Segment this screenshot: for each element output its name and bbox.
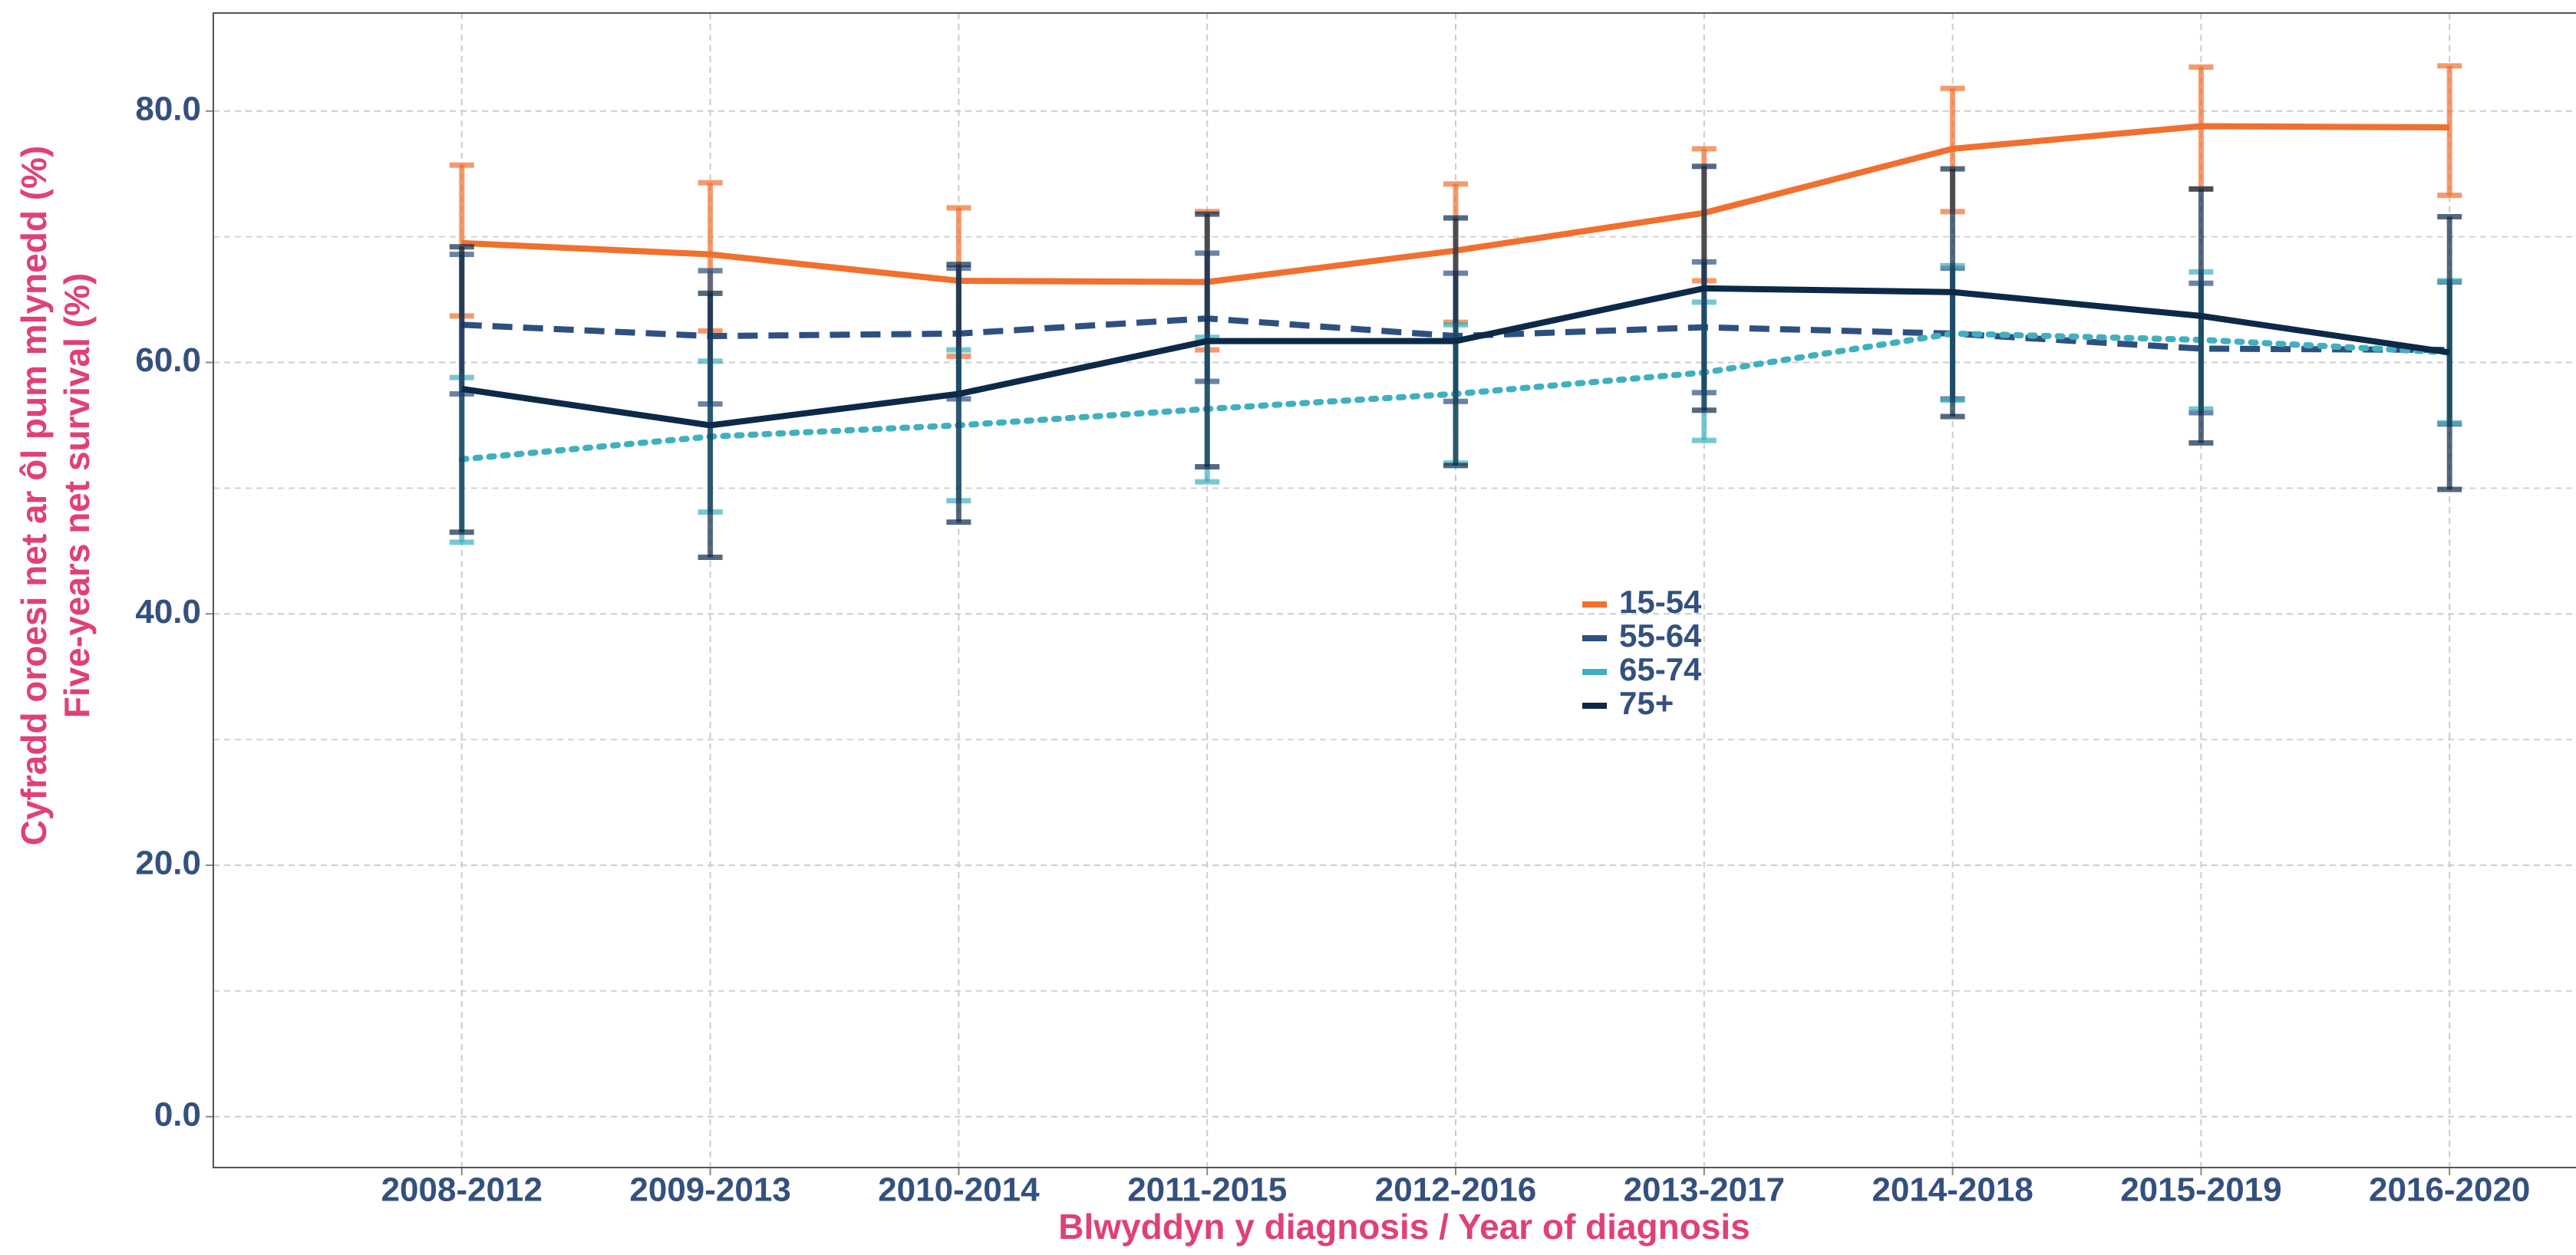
x-axis-title: Blwyddyn y diagnosis / Year of diagnosis <box>1058 1207 1750 1247</box>
x-tick-label: 2016-2020 <box>2369 1171 2530 1209</box>
x-tick-label: 2015-2019 <box>2120 1171 2281 1209</box>
x-tick-label: 2008-2012 <box>381 1171 543 1209</box>
x-tick-label: 2013-2017 <box>1624 1171 1785 1209</box>
legend-label: 15-54 <box>1619 584 1702 620</box>
x-tick-label: 2010-2014 <box>878 1171 1040 1209</box>
x-tick-label: 2009-2013 <box>629 1171 790 1209</box>
plot-frame <box>213 12 2576 1168</box>
y-tick-label: 80.0 <box>135 90 201 127</box>
legend-label: 55-64 <box>1619 618 1702 654</box>
y-tick-label: 20.0 <box>135 845 201 882</box>
legend-label: 65-74 <box>1619 651 1702 687</box>
series-line <box>461 285 2450 429</box>
x-tick-label: 2012-2016 <box>1375 1171 1536 1209</box>
y-tick-label: 60.0 <box>135 341 201 379</box>
y-tick-label: 40.0 <box>135 593 201 631</box>
x-tick-label: 2011-2015 <box>1127 1171 1287 1209</box>
y-axis-title: Five-years net survival (%) <box>57 273 97 718</box>
x-tick-label: 2014-2018 <box>1872 1171 2033 1209</box>
y-axis-title: Cyfradd oroesi net ar ôl pum mlynedd (%) <box>14 146 54 845</box>
y-tick-label: 0.0 <box>154 1095 201 1133</box>
legend-label: 75+ <box>1619 685 1674 721</box>
